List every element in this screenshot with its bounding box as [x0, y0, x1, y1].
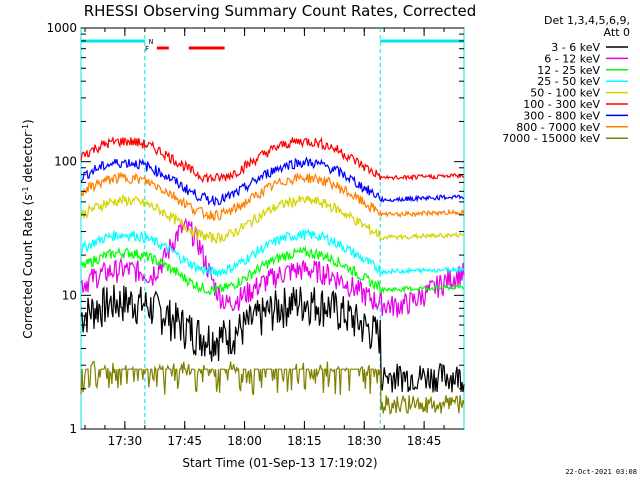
series-line-1 — [80, 217, 465, 318]
series-line-0 — [80, 284, 465, 393]
y-axis-label: Corrected Count Rate (s-1 detector-1) — [21, 119, 36, 338]
flag-layer: NF — [145, 38, 225, 53]
night-markers — [80, 28, 465, 429]
y-tick-label: 100 — [54, 155, 77, 169]
footer-date: 22-Oct-2021 03:08 — [565, 468, 637, 476]
x-tick-label: 18:30 — [347, 434, 382, 448]
series-line-7 — [80, 171, 465, 221]
chart-title: RHESSI Observing Summary Count Rates, Co… — [84, 2, 477, 20]
legend-label-5: 100 - 300 keV — [523, 98, 600, 111]
flag-marker-f: F — [145, 45, 149, 53]
legend-label-7: 800 - 7000 keV — [516, 121, 600, 134]
series-line-4 — [80, 194, 465, 244]
y-tick-label: 1000 — [46, 21, 77, 35]
flag-marker-n: N — [149, 38, 153, 46]
legend-header-line-2: Att 0 — [604, 26, 630, 39]
x-axis-ticks: 17:30 17:45 18:00 18:15 18:30 18:45 — [84, 28, 445, 448]
series-line-2 — [80, 245, 465, 296]
legend-label-0: 3 - 6 keV — [551, 41, 600, 54]
legend-label-2: 12 - 25 keV — [537, 64, 600, 77]
legend-label-8: 7000 - 15000 keV — [502, 132, 600, 145]
x-tick-label: 17:30 — [108, 434, 143, 448]
legend-label-1: 6 - 12 keV — [544, 52, 600, 65]
x-tick-label: 18:45 — [407, 434, 442, 448]
legend-label-6: 300 - 800 keV — [523, 109, 600, 122]
series-line-8 — [80, 360, 465, 416]
series-line-3 — [80, 227, 465, 277]
series-layer — [80, 135, 465, 416]
series-line-6 — [80, 156, 465, 207]
legend-label-4: 50 - 100 keV — [530, 87, 600, 100]
x-tick-label: 18:15 — [287, 434, 322, 448]
x-axis-label: Start Time (01-Sep-13 17:19:02) — [182, 456, 377, 470]
series-line-5 — [80, 135, 465, 184]
legend-label-3: 25 - 50 keV — [537, 75, 600, 88]
legend-header-line-1: Det 1,3,4,5,6,9, — [544, 14, 630, 27]
y-axis-ticks: 1 10 100 1000 — [46, 21, 464, 436]
x-tick-label: 18:00 — [227, 434, 262, 448]
y-tick-label: 10 — [62, 288, 77, 302]
y-tick-label: 1 — [69, 422, 77, 436]
x-tick-label: 17:45 — [167, 434, 202, 448]
